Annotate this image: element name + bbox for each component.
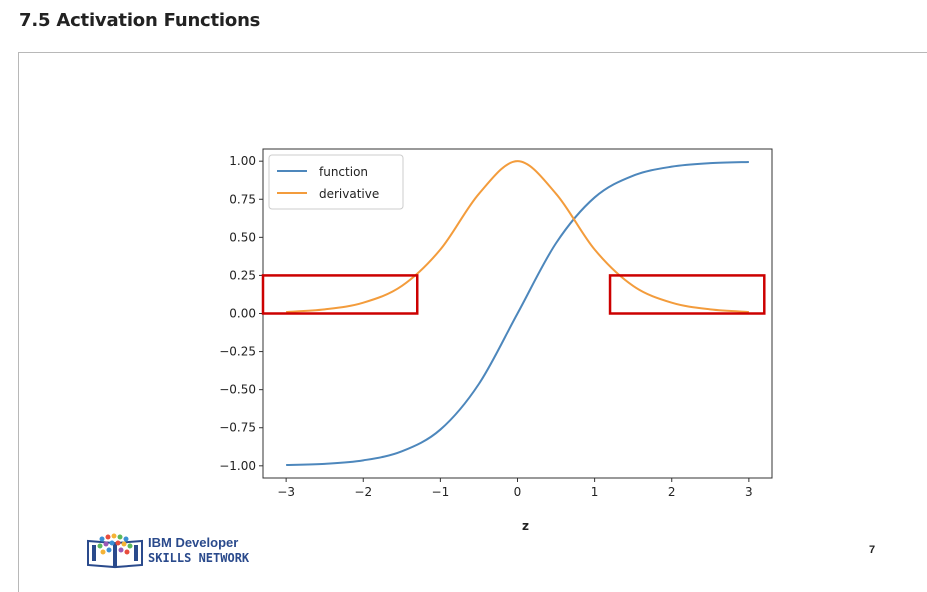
x-tick-label: −1 bbox=[432, 485, 450, 499]
slide-heading: 7.5 Activation Functions bbox=[19, 10, 261, 31]
y-tick-label: −1.00 bbox=[219, 459, 256, 473]
x-tick-label: −3 bbox=[277, 485, 295, 499]
highlight-box bbox=[261, 274, 419, 315]
logo-line-1: IBM Developer bbox=[148, 535, 239, 550]
x-tick-label: 2 bbox=[668, 485, 676, 499]
legend-box bbox=[268, 154, 404, 210]
y-tick-label: 1.00 bbox=[229, 154, 256, 168]
y-tick-label: 0.50 bbox=[229, 230, 256, 244]
y-tick-label: 0.25 bbox=[229, 268, 256, 282]
x-tick-label: 3 bbox=[745, 485, 753, 499]
y-tick-label: −0.25 bbox=[219, 345, 256, 359]
page-number: 7 bbox=[869, 544, 876, 556]
x-axis-label: z bbox=[522, 519, 529, 533]
y-tick-label: −0.50 bbox=[219, 383, 256, 397]
legend-label: derivative bbox=[319, 187, 379, 201]
activation-chart: −3 −2 −1 0 1 2 3 1.00 0.75 0.50 0.25 0.00 −0.25 −0.50… bbox=[219, 148, 773, 533]
y-tick-label: −0.75 bbox=[219, 421, 256, 435]
x-tick-label: −2 bbox=[354, 485, 372, 499]
x-tick-label: 1 bbox=[591, 485, 599, 499]
y-tick-label: 0.00 bbox=[229, 307, 256, 321]
x-tick-label: 0 bbox=[514, 485, 522, 499]
book-dots-icon bbox=[87, 533, 143, 569]
legend-label: function bbox=[319, 165, 368, 179]
series-line-derivative bbox=[286, 160, 749, 313]
logo-line-2: SKILLS NETWORK bbox=[148, 551, 250, 565]
highlight-box bbox=[608, 274, 766, 315]
slide-frame bbox=[18, 52, 927, 592]
series-line-function bbox=[286, 160, 749, 467]
ibm-skills-network-logo: IBM Developer SKILLS NETWORK bbox=[86, 533, 266, 569]
y-tick-label: 0.75 bbox=[229, 192, 256, 206]
